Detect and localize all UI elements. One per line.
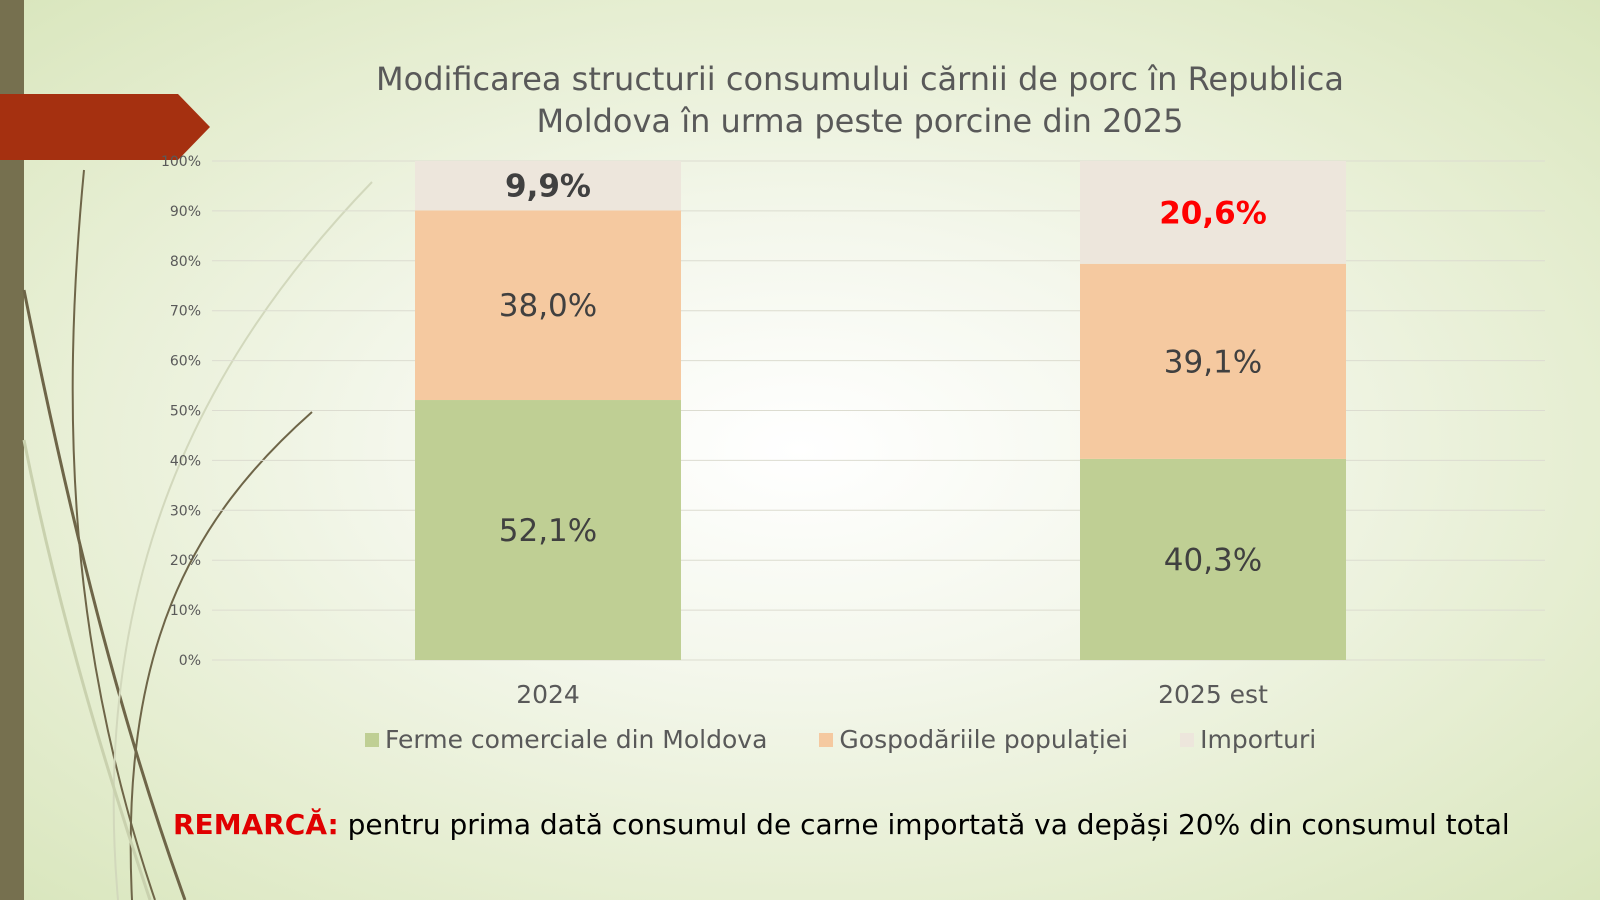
remark-label: REMARCĂ:: [173, 808, 339, 841]
chart-title: Modificarea structurii consumului cărnii…: [350, 58, 1370, 142]
y-tick-label: 10%: [170, 603, 201, 619]
y-tick-label: 90%: [170, 204, 201, 220]
legend-swatch-ferme: [365, 732, 379, 747]
bar-segment: [1080, 263, 1346, 459]
y-tick-label: 20%: [170, 553, 201, 569]
y-tick-label: 0%: [179, 653, 201, 669]
legend-item-importuri: Importuri: [1180, 725, 1316, 754]
legend-label-ferme: Ferme comerciale din Moldova: [385, 725, 768, 754]
legend-item-gospodarii: Gospodăriile populației: [819, 725, 1128, 754]
data-label: 38,0%: [499, 288, 597, 324]
data-label: 9,9%: [505, 169, 591, 205]
y-tick-label: 60%: [170, 354, 201, 370]
legend-label-gospodarii: Gospodăriile populației: [839, 725, 1129, 754]
legend-item-ferme: Ferme comerciale din Moldova: [365, 725, 767, 754]
y-tick-label: 70%: [170, 304, 201, 320]
y-tick-label: 100%: [161, 154, 201, 170]
bar-segment: [415, 161, 681, 211]
legend-swatch-importuri: [1180, 732, 1195, 747]
y-tick-label: 50%: [170, 404, 201, 420]
data-label: 52,1%: [499, 513, 597, 549]
chart-legend: Ferme comerciale din Moldova Gospodăriil…: [365, 725, 1368, 754]
x-tick-label: 2024: [516, 680, 580, 709]
remark-text: pentru prima dată consumul de carne impo…: [338, 808, 1510, 841]
bar-segment: [1080, 161, 1346, 264]
data-label: 40,3%: [1164, 542, 1262, 578]
data-label: 20,6%: [1159, 195, 1267, 231]
y-tick-label: 30%: [170, 503, 201, 519]
bar-segment: [1080, 458, 1346, 660]
y-tick-label: 80%: [170, 254, 201, 270]
remark-note: REMARCĂ: pentru prima dată consumul de c…: [173, 808, 1510, 841]
title-accent-arrow: [0, 94, 210, 160]
bar-segment: [415, 210, 681, 401]
x-tick-label: 2025 est: [1158, 680, 1268, 709]
legend-label-importuri: Importuri: [1200, 725, 1317, 754]
chart-title-line-1: Modificarea structurii consumului cărnii…: [376, 60, 1344, 98]
legend-swatch-gospodarii: [819, 732, 834, 747]
y-tick-label: 40%: [170, 453, 201, 469]
chart-title-line-2: Moldova în urma peste porcine din 2025: [536, 102, 1184, 140]
data-label: 39,1%: [1164, 344, 1262, 380]
bar-segment: [415, 400, 681, 660]
